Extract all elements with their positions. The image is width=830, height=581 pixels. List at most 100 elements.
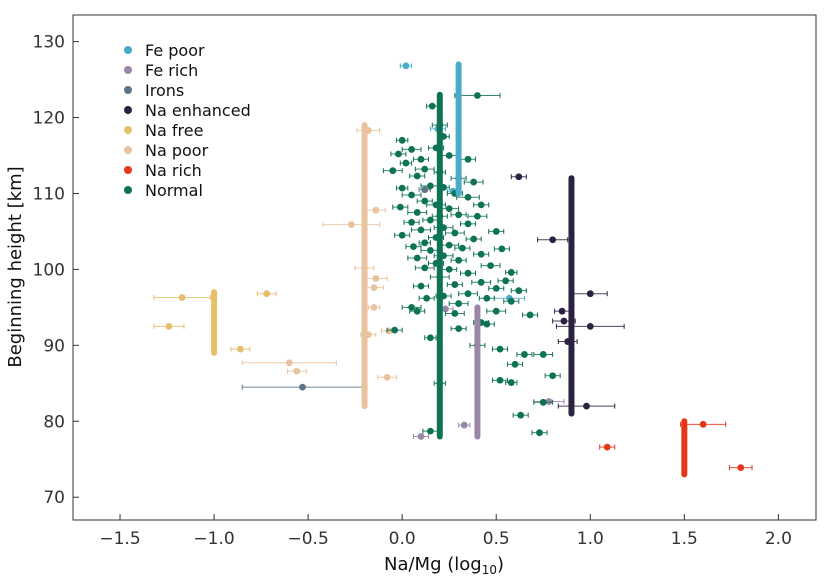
marker	[395, 150, 402, 158]
point-na-poor-11	[377, 373, 398, 381]
x-axis-title: Na/Mg (log10)	[384, 554, 504, 577]
point-normal-39	[444, 229, 465, 237]
legend-item-normal: Normal	[124, 181, 203, 200]
legend-label: Na rich	[145, 161, 202, 180]
marker	[426, 427, 434, 435]
point-normal-85	[533, 351, 554, 358]
x-tick-label: 1.5	[671, 529, 698, 549]
marker	[421, 239, 429, 247]
point-normal-47	[493, 245, 510, 253]
point-normal-40	[394, 231, 411, 239]
legend-marker	[124, 66, 132, 74]
marker	[464, 290, 472, 298]
legend-marker	[124, 106, 132, 114]
point-na-free-3	[256, 290, 277, 298]
y-tick-label: 130	[33, 33, 65, 53]
marker	[464, 193, 472, 201]
point-normal-75	[444, 310, 465, 317]
point-normal-66	[458, 290, 478, 298]
legend-label: Irons	[145, 81, 184, 100]
point-normal-49	[473, 250, 490, 258]
x-tick-label: −1.0	[193, 529, 234, 549]
marker	[421, 264, 429, 272]
point-normal-94	[531, 429, 548, 437]
point-normal-30	[450, 211, 467, 219]
marker	[492, 284, 500, 292]
marker	[586, 322, 594, 330]
marker	[558, 307, 566, 315]
marker	[445, 241, 453, 249]
marker	[237, 345, 244, 353]
point-normal-9	[412, 155, 430, 163]
marker	[442, 305, 449, 313]
marker	[498, 245, 506, 253]
point-normal-86	[507, 360, 524, 368]
point-normal-92	[512, 411, 529, 419]
legend-item-fe-poor: Fe poor	[124, 41, 205, 60]
y-tick-label: 90	[43, 336, 65, 356]
marker	[545, 398, 553, 405]
point-normal-46	[454, 244, 471, 252]
marker	[460, 421, 468, 429]
marker	[455, 211, 463, 219]
y-axis-title: Beginning height [km]	[5, 166, 26, 367]
marker	[517, 411, 525, 419]
legend-label: Na free	[145, 121, 203, 140]
point-normal-81	[424, 334, 437, 342]
marker	[464, 269, 472, 277]
point-normal-64	[488, 284, 505, 292]
legend-label: Na enhanced	[145, 101, 251, 120]
marker	[417, 433, 425, 440]
marker	[474, 212, 481, 220]
marker	[507, 297, 515, 305]
marker	[470, 235, 478, 243]
point-normal-26	[473, 201, 490, 209]
legend-marker	[124, 146, 132, 154]
legend-item-na-rich: Na rich	[124, 161, 202, 180]
marker	[496, 376, 504, 384]
point-normal-45	[405, 243, 422, 251]
point-na-poor-5	[364, 284, 384, 292]
legend-label: Normal	[145, 181, 203, 200]
legend-item-na-poor: Na poor	[124, 141, 209, 160]
point-normal-35	[459, 220, 477, 228]
legend-label: Na poor	[145, 141, 209, 160]
legend-item-fe-rich: Fe rich	[124, 61, 198, 80]
marker	[474, 92, 481, 99]
marker	[410, 243, 417, 251]
marker	[483, 320, 491, 328]
point-normal-79	[450, 325, 467, 333]
point-na-poor-2	[322, 221, 381, 228]
point-normal-20	[396, 184, 409, 192]
marker	[477, 278, 485, 286]
marker	[586, 290, 594, 298]
marker	[477, 201, 485, 209]
y-tick-label: 100	[33, 260, 65, 280]
y-tick-label: 120	[33, 109, 65, 129]
legend-marker	[124, 166, 132, 174]
point-normal-38	[488, 228, 505, 235]
point-normal-51	[407, 254, 428, 262]
point-na-free-0	[153, 294, 211, 301]
point-normal-60	[497, 277, 514, 285]
point-normal-23	[456, 193, 480, 201]
point-normal-52	[450, 256, 467, 264]
point-normal-89	[505, 379, 518, 386]
marker	[421, 165, 429, 173]
marker	[293, 367, 301, 375]
marker	[526, 311, 534, 319]
point-na-poor-10	[286, 367, 307, 375]
point-normal-80	[386, 326, 403, 334]
marker	[455, 256, 463, 264]
point-normal-0	[454, 92, 501, 99]
marker	[560, 317, 568, 325]
x-tick-label: 1.0	[577, 529, 604, 549]
legend-marker	[124, 126, 132, 134]
legend-marker	[124, 86, 132, 94]
marker	[445, 152, 453, 159]
marker	[464, 155, 472, 163]
marker	[507, 379, 515, 386]
marker	[445, 205, 453, 213]
marker	[426, 216, 434, 224]
point-normal-16	[409, 172, 426, 180]
